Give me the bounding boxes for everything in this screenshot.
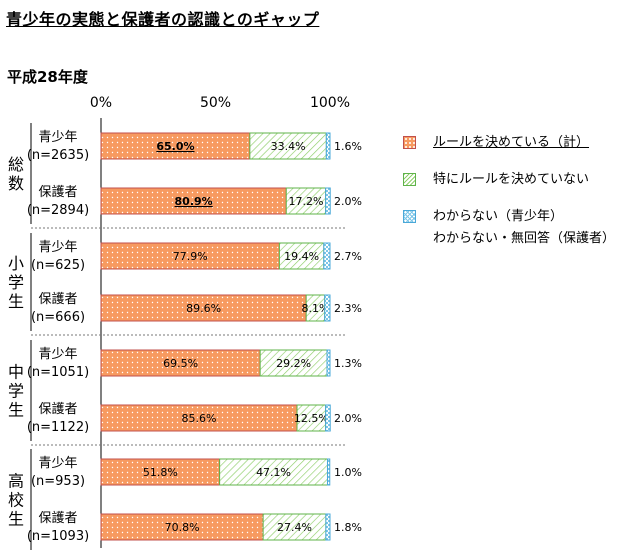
row-label-2: 青少年: [38, 240, 77, 255]
bar-unknown-6: [326, 458, 331, 486]
legend-swatch-unknown: [403, 210, 416, 223]
bar-no-rule-0: [249, 132, 327, 160]
bar-unknown-2: [323, 242, 331, 270]
bar-unknown-7: [325, 513, 331, 541]
row-label-6: 青少年: [38, 456, 77, 471]
bar-unknown-5: [325, 404, 331, 432]
value-label-rule-1: 80.9%: [175, 195, 213, 208]
row-label-4: 青少年: [38, 347, 77, 362]
bar-rule-4: [100, 349, 261, 377]
legend-item-rule: ルールを決めている（計）: [403, 133, 618, 153]
row-n-5: (n=1122): [27, 420, 89, 435]
group-label-1: 小学生: [8, 254, 24, 311]
bar-rule-2: [100, 242, 280, 270]
group-label-3: 高校生: [8, 472, 24, 529]
row-n-1: (n=2894): [27, 203, 89, 218]
value-label-no-rule-3: 8.1%: [301, 302, 329, 315]
row-n-2: (n=625): [31, 258, 85, 273]
value-label-rule-0: 65.0%: [156, 140, 194, 153]
legend-item-unknown: わからない（青少年） わからない・無回答（保護者）: [403, 207, 618, 249]
legend-label-no-rule: 特にルールを決めていない: [433, 172, 590, 187]
row-label-5: 保護者: [38, 401, 77, 417]
bar-rule-6: [100, 458, 221, 486]
legend: ルールを決めている（計） 特にルールを決めていない わからない（青少年） わから…: [403, 133, 618, 249]
value-label-rule-4: 69.5%: [163, 357, 198, 370]
row-n-7: (n=1093): [27, 529, 89, 544]
value-label-no-rule-1: 17.2%: [288, 195, 323, 208]
value-label-no-rule-7: 27.4%: [277, 521, 312, 534]
value-label-unknown-1: 2.0%: [334, 195, 362, 208]
bar-no-rule-4: [259, 349, 328, 377]
value-label-rule-3: 89.6%: [186, 302, 221, 315]
bar-rule-7: [100, 513, 264, 541]
bar-unknown-3: [324, 294, 331, 322]
value-label-no-rule-4: 29.2%: [276, 357, 311, 370]
group-label-2: 中学生: [8, 363, 24, 420]
row-n-4: (n=1051): [27, 365, 89, 380]
legend-label-rule: ルールを決めている（計）: [433, 135, 590, 150]
row-label-3: 保護者: [38, 291, 77, 307]
group-label-0: 総数: [8, 155, 24, 193]
bar-no-rule-7: [262, 513, 327, 541]
legend-swatch-rule: [403, 136, 416, 149]
legend-item-no-rule: 特にルールを決めていない: [403, 170, 618, 190]
bar-rule-0: [100, 132, 251, 160]
value-label-no-rule-0: 33.4%: [271, 140, 306, 153]
value-label-unknown-7: 1.8%: [334, 521, 362, 534]
value-label-unknown-3: 2.3%: [334, 302, 362, 315]
x-tick-label-0: 0%: [90, 95, 112, 111]
bar-rule-5: [100, 404, 298, 432]
value-label-unknown-2: 2.7%: [334, 250, 362, 263]
row-n-6: (n=953): [31, 474, 85, 489]
value-label-no-rule-5: 12.5%: [294, 412, 329, 425]
value-label-rule-7: 70.8%: [165, 521, 200, 534]
bar-no-rule-1: [285, 187, 327, 215]
row-n-3: (n=666): [31, 310, 85, 325]
row-label-1: 保護者: [38, 184, 77, 200]
value-label-rule-6: 51.8%: [143, 466, 178, 479]
x-tick-label-2: 100%: [310, 95, 350, 111]
row-n-0: (n=2635): [27, 148, 89, 163]
chart-subtitle: 平成28年度: [7, 68, 88, 86]
value-label-rule-5: 85.6%: [182, 412, 217, 425]
bar-unknown-0: [325, 132, 331, 160]
bar-no-rule-6: [219, 458, 328, 486]
value-label-unknown-0: 1.6%: [334, 140, 362, 153]
value-label-no-rule-2: 19.4%: [284, 250, 319, 263]
bar-no-rule-5: [296, 404, 327, 432]
bar-rule-1: [100, 187, 287, 215]
value-label-unknown-4: 1.3%: [334, 357, 362, 370]
chart-title: 青少年の実態と保護者の認識とのギャップ: [6, 10, 320, 29]
row-label-0: 青少年: [38, 130, 77, 145]
bar-unknown-4: [326, 349, 331, 377]
value-label-rule-2: 77.9%: [173, 250, 208, 263]
value-label-unknown-6: 1.0%: [334, 466, 362, 479]
bar-unknown-1: [325, 187, 331, 215]
legend-label-unknown-youth: わからない（青少年）: [433, 209, 564, 224]
legend-swatch-no-rule: [403, 173, 416, 186]
row-label-7: 保護者: [38, 510, 77, 526]
value-label-no-rule-6: 47.1%: [256, 466, 291, 479]
legend-label-unknown-parent: わからない・無回答（保護者）: [433, 231, 616, 246]
x-tick-label-1: 50%: [200, 95, 231, 111]
value-label-unknown-5: 2.0%: [334, 412, 362, 425]
